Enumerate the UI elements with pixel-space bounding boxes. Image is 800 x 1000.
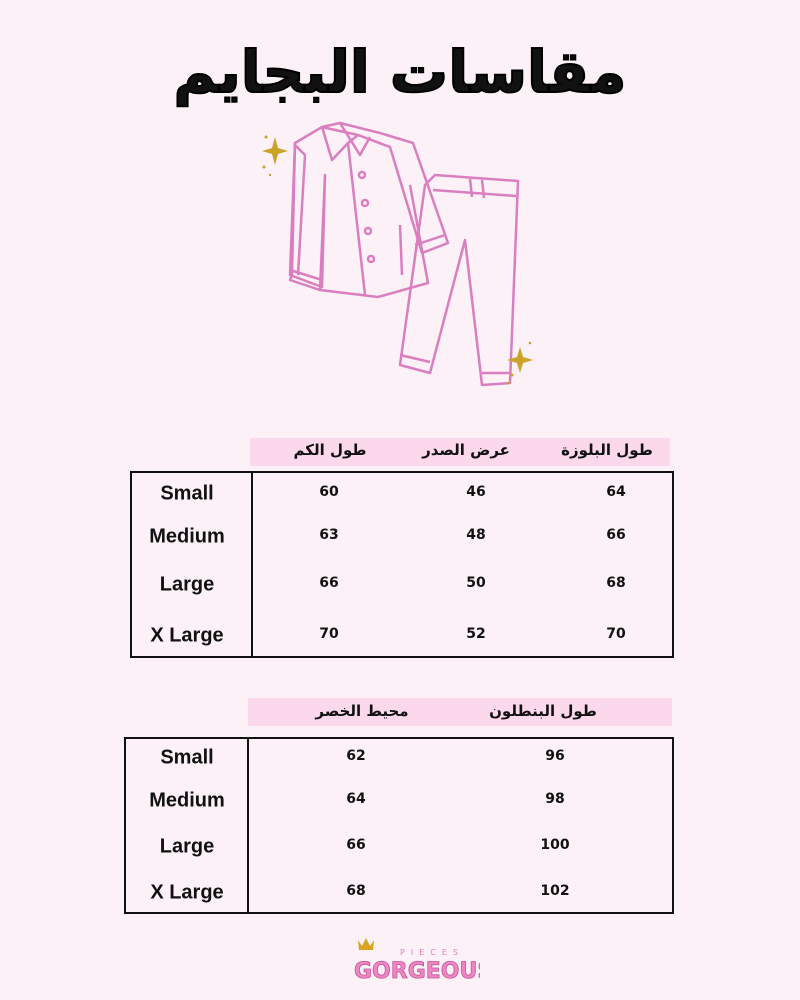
table-cell: 64: [346, 791, 366, 807]
size-label: X Large: [150, 881, 224, 904]
table-cell: 66: [319, 575, 339, 591]
table-cell: 70: [606, 626, 626, 642]
header-blouse-length: طول البلوزة: [561, 441, 653, 459]
table-cell: 48: [466, 527, 486, 543]
header-pants-length: طول البنطلون: [489, 702, 597, 720]
pajama-shirt-icon: [288, 121, 450, 299]
table-cell: 62: [346, 748, 366, 764]
bottom-table-header-bar: [248, 698, 672, 726]
table-cell: 102: [540, 883, 570, 899]
brand-logo: PIECES GORGEOUS: [354, 938, 480, 984]
table-cell: 68: [606, 575, 626, 591]
column-divider: [247, 739, 249, 912]
svg-text:PIECES: PIECES: [400, 948, 464, 957]
header-sleeve-length: طول الكم: [293, 441, 367, 459]
table-cell: 68: [346, 883, 366, 899]
table-cell: 63: [319, 527, 339, 543]
table-cell: 100: [540, 837, 570, 853]
table-cell: 50: [466, 575, 486, 591]
sparkle-icon: [262, 135, 533, 385]
table-cell: 64: [606, 484, 626, 500]
size-label: Medium: [149, 789, 225, 812]
size-label: Large: [159, 835, 215, 858]
table-cell: 66: [346, 837, 366, 853]
header-waist: محيط الخصر: [315, 702, 409, 720]
table-cell: 46: [466, 484, 486, 500]
table-cell: 98: [545, 791, 565, 807]
pajama-illustration: [262, 121, 533, 387]
table-cell: 60: [319, 484, 339, 500]
size-label: Large: [159, 573, 215, 596]
size-label: Medium: [149, 525, 225, 548]
column-divider: [251, 473, 253, 656]
bottom-size-table: [124, 737, 674, 914]
top-size-table: [130, 471, 674, 658]
table-cell: 52: [466, 626, 486, 642]
table-cell: 96: [545, 748, 565, 764]
page-title: مقاسات البجايم: [173, 37, 627, 107]
size-label: Small: [160, 746, 214, 769]
svg-text:GORGEOUS: GORGEOUS: [354, 959, 480, 984]
pajama-pants-icon: [398, 173, 520, 387]
size-label: Small: [160, 482, 214, 505]
size-label: X Large: [150, 624, 224, 647]
top-table-header-bar: [250, 438, 670, 466]
table-cell: 70: [319, 626, 339, 642]
table-cell: 66: [606, 527, 626, 543]
header-chest-width: عرض الصدر: [422, 441, 510, 459]
